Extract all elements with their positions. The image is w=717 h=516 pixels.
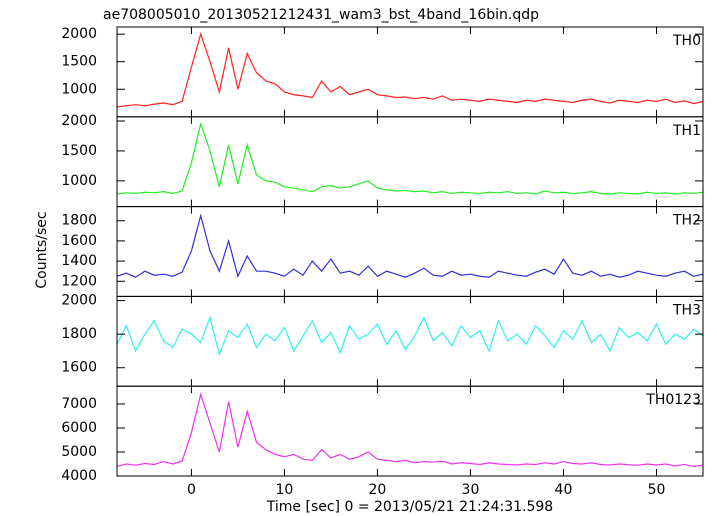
chart-title: ae708005010_20130521212431_wam3_bst_4ban… bbox=[103, 7, 539, 23]
y-tick-label: 1600 bbox=[61, 360, 97, 376]
panel-frame bbox=[116, 26, 704, 118]
light-curve bbox=[116, 315, 704, 357]
y-tick-label: 1500 bbox=[61, 143, 97, 159]
y-axis-label: Counts/sec bbox=[34, 211, 50, 288]
y-tick-label: 1600 bbox=[61, 233, 97, 249]
y-tick-label: 1800 bbox=[61, 326, 97, 342]
y-tick-label: 2000 bbox=[61, 113, 97, 129]
y-tick-label: 1000 bbox=[61, 81, 97, 97]
y-tick-label: 2000 bbox=[61, 293, 97, 309]
x-tick-label: 50 bbox=[648, 482, 666, 498]
x-tick-label: 30 bbox=[462, 482, 480, 498]
y-tick-label: 2000 bbox=[61, 26, 97, 42]
x-tick-label: 20 bbox=[369, 482, 387, 498]
panel-frame bbox=[116, 206, 704, 297]
y-tick-label: 1200 bbox=[61, 273, 97, 289]
panel-label: TH0 bbox=[672, 33, 701, 49]
y-tick-label: 1400 bbox=[61, 253, 97, 269]
y-tick-label: 5000 bbox=[61, 444, 97, 460]
x-tick-label: 0 bbox=[187, 482, 196, 498]
light-curve bbox=[116, 392, 704, 468]
light-curve bbox=[116, 32, 704, 108]
panel-label: TH1 bbox=[672, 123, 701, 139]
y-tick-label: 4000 bbox=[61, 468, 97, 484]
y-tick-label: 6000 bbox=[61, 420, 97, 436]
light-curve bbox=[116, 121, 704, 195]
x-tick-label: 10 bbox=[276, 482, 294, 498]
panel-frame bbox=[116, 385, 704, 477]
panel-label: TH0123 bbox=[645, 392, 701, 408]
y-tick-label: 1800 bbox=[61, 213, 97, 229]
x-axis-label: Time [sec] 0 = 2013/05/21 21:24:31.598 bbox=[266, 499, 553, 515]
light-curve bbox=[116, 213, 704, 278]
panel-label: TH3 bbox=[672, 302, 701, 318]
panel-label: TH2 bbox=[672, 213, 701, 229]
y-tick-label: 1000 bbox=[61, 173, 97, 189]
x-tick-label: 40 bbox=[555, 482, 573, 498]
y-tick-label: 1500 bbox=[61, 54, 97, 70]
panel-frame bbox=[116, 295, 704, 387]
y-tick-label: 7000 bbox=[61, 396, 97, 412]
